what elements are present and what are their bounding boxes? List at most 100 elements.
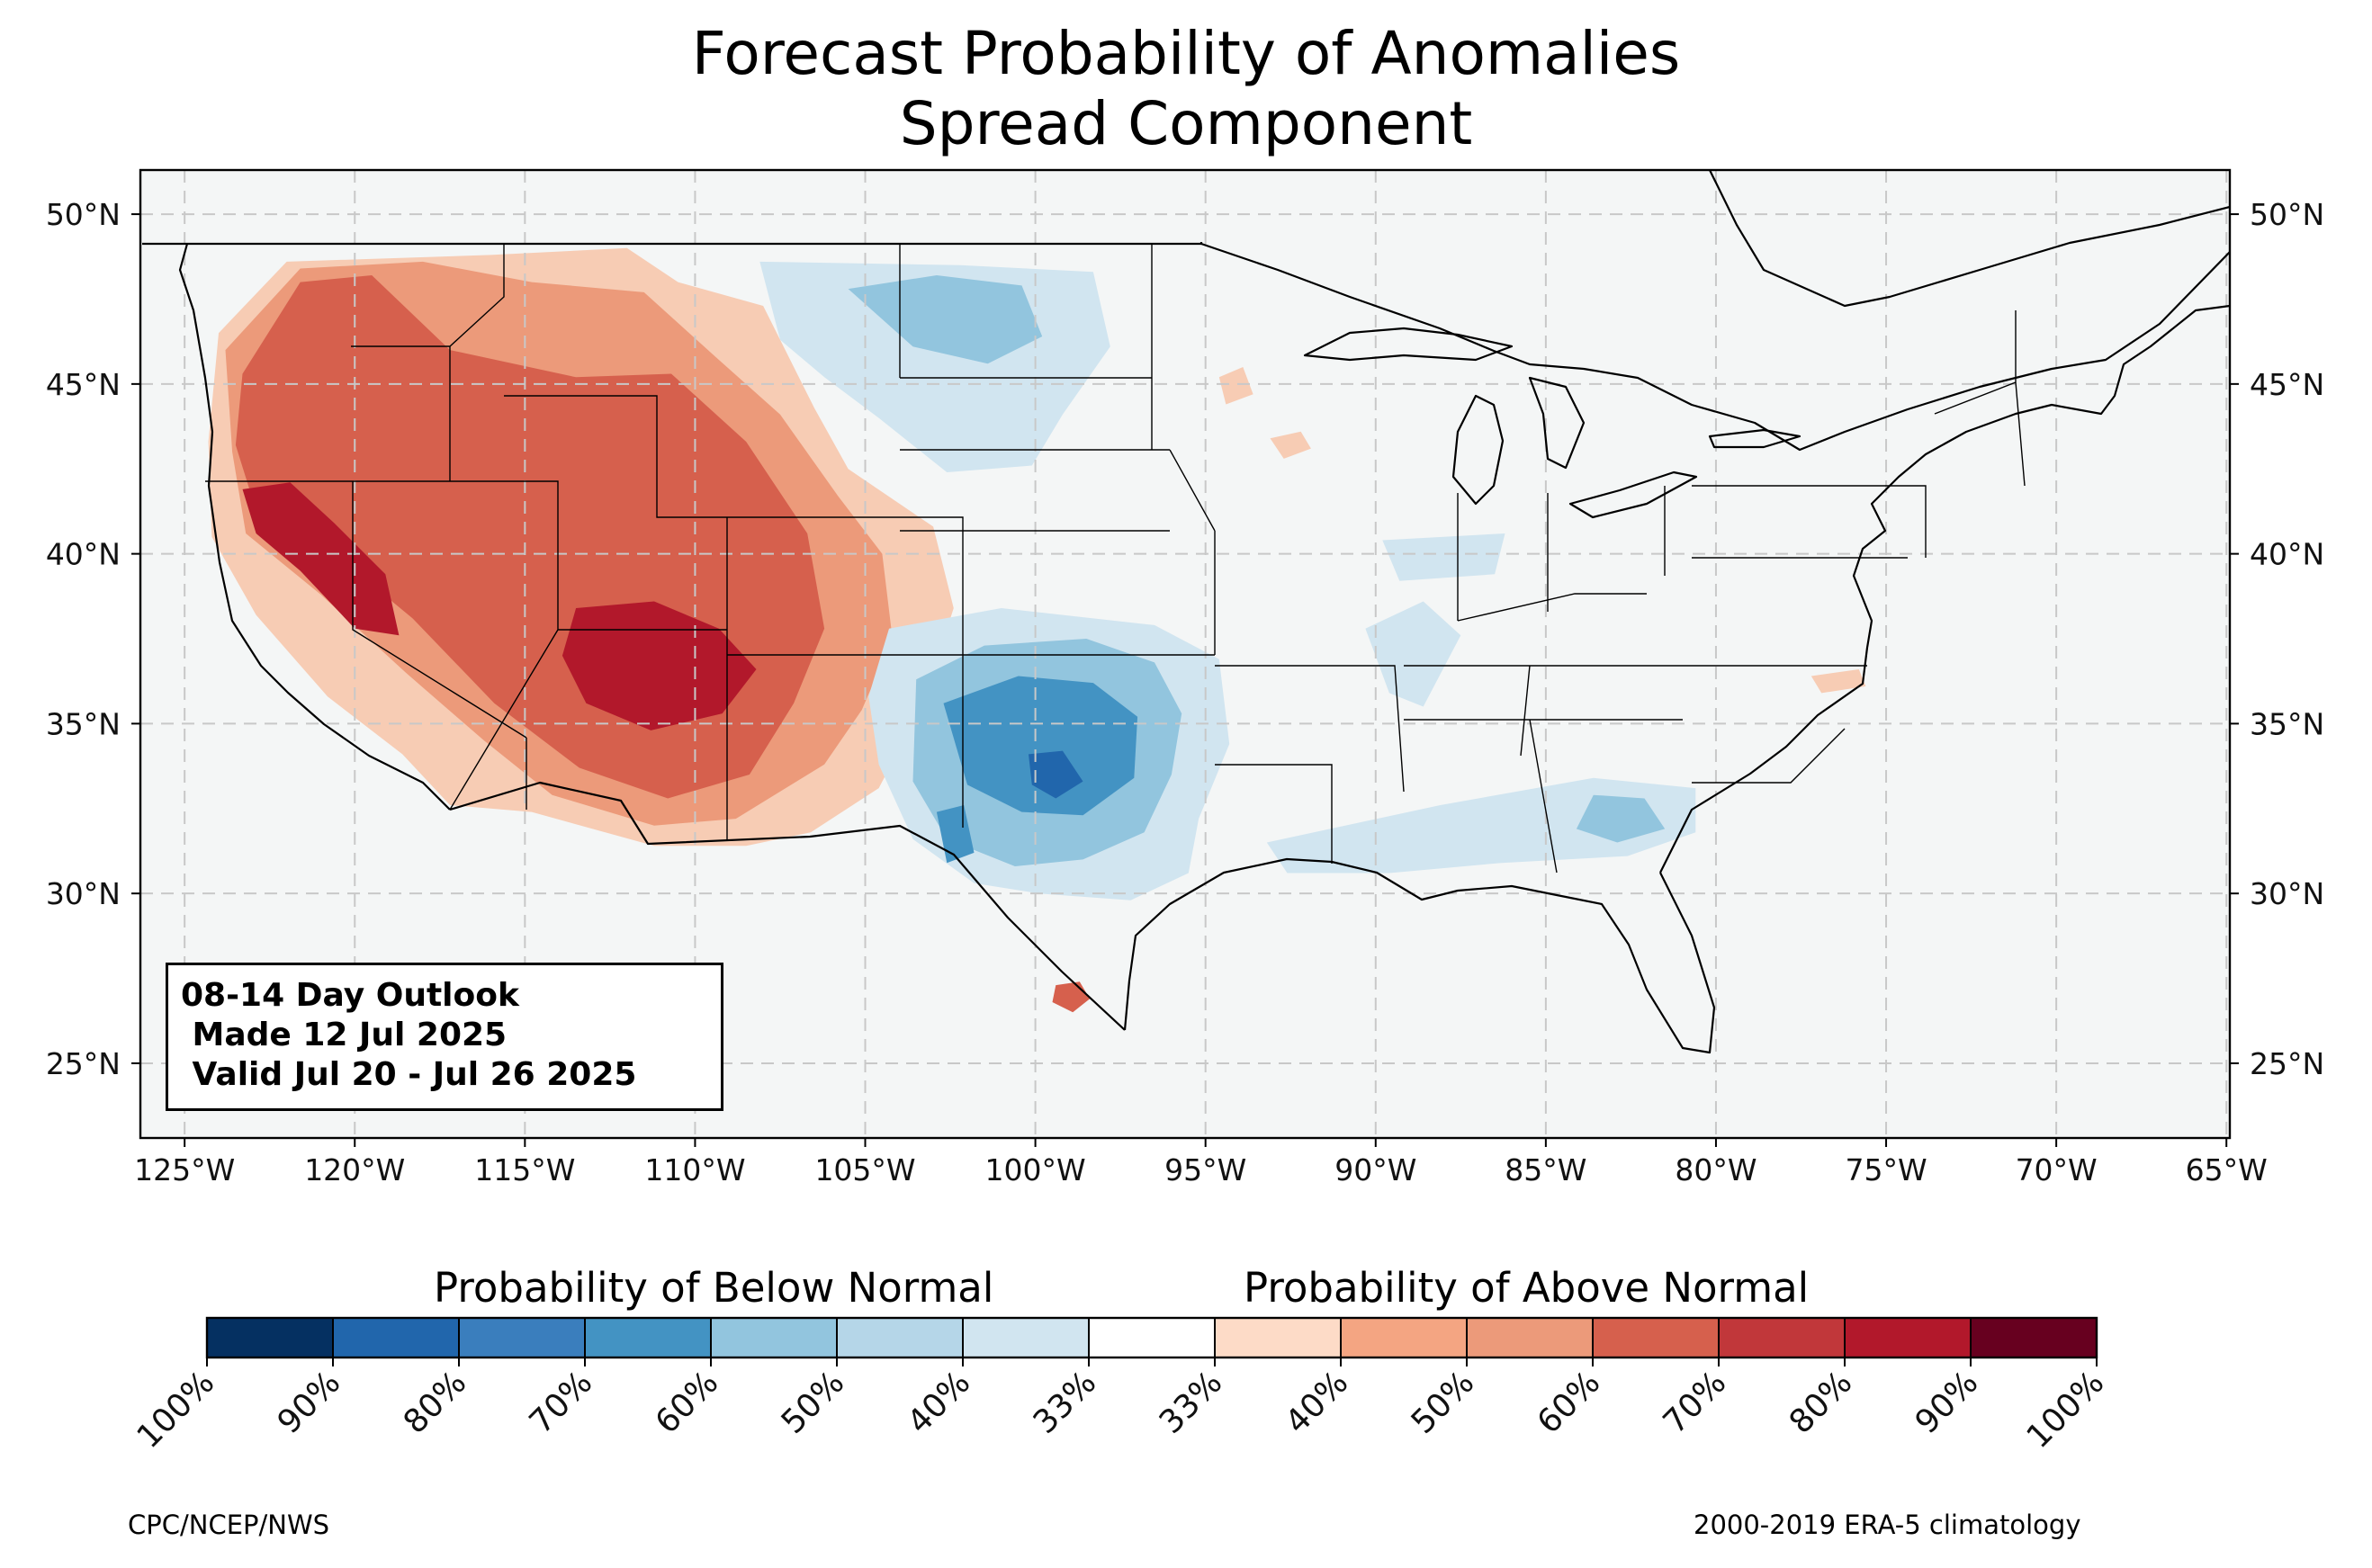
- colorbar-tick-label: 60%: [1531, 1364, 1608, 1441]
- lon-tick-label: 110°W: [644, 1152, 745, 1187]
- east-coast: [1659, 304, 2230, 874]
- lon-tick-label: 65°W: [2186, 1152, 2268, 1187]
- colorbar-tick-label: 33%: [1153, 1364, 1230, 1441]
- outlook-made-date: Made 12 Jul 2025: [181, 1017, 508, 1053]
- colorbar-cell: [1719, 1318, 1846, 1357]
- region-below-40pct-18: [1365, 601, 1461, 707]
- colorbar-tick-label: 60%: [649, 1364, 726, 1441]
- lake-huron: [1528, 376, 1586, 470]
- lat-tick-label-right: 50°N: [2250, 197, 2324, 232]
- colorbar-cell: [1971, 1318, 2098, 1357]
- colorbar-cell: [1341, 1318, 1468, 1357]
- lon-tick-label: 115°W: [474, 1152, 575, 1187]
- gulf-coast: [1123, 857, 1716, 1054]
- lat-tick-label-left: 45°N: [46, 367, 121, 402]
- lon-tick-label: 100°W: [985, 1152, 1086, 1187]
- outlook-valid-range: Valid Jul 20 - Jul 26 2025: [181, 1056, 637, 1093]
- colorbar-tick-label: 100%: [130, 1364, 222, 1456]
- colorbar-tick-label: 80%: [397, 1364, 474, 1441]
- colorbar-cell: [837, 1318, 964, 1357]
- region-below-40pct-19: [1382, 533, 1505, 581]
- colorbar-tick-label: 90%: [271, 1364, 348, 1441]
- footer-credit: CPC/NCEP/NWS: [128, 1510, 330, 1540]
- lake-superior: [1303, 327, 1514, 362]
- colorbar-cell: [1089, 1318, 1216, 1357]
- lon-tick-label: 95°W: [1164, 1152, 1246, 1187]
- colorbar-tick-label: 70%: [1657, 1364, 1734, 1441]
- lon-tick-label: 120°W: [304, 1152, 405, 1187]
- lon-tick-label: 75°W: [1845, 1152, 1927, 1187]
- region-above-40pct-6: [1270, 431, 1311, 459]
- graticule: [140, 170, 2230, 1138]
- great-lakes-border: [1200, 242, 2230, 452]
- colorbar-below-label: Probability of Below Normal: [434, 1264, 994, 1312]
- colorbar-tick-label: 100%: [2020, 1364, 2112, 1456]
- probability-contours: [208, 247, 1866, 1013]
- region-below-60pct-11: [943, 676, 1138, 816]
- colorbar-cell: [1593, 1318, 1720, 1357]
- lat-tick-label-left: 50°N: [46, 197, 121, 232]
- region-below-70pct-13: [1029, 750, 1083, 799]
- figure-title-line2: Spread Component: [899, 89, 1473, 158]
- region-above-70pct-3: [242, 482, 400, 636]
- colorbar-cell: [963, 1318, 1090, 1357]
- colorbar-tick-label: 70%: [523, 1364, 600, 1441]
- colorbar-cells: [207, 1318, 2098, 1357]
- lon-tick-label: 90°W: [1334, 1152, 1416, 1187]
- colorbar-cell: [1215, 1318, 1342, 1357]
- region-below-50pct-17: [1576, 794, 1666, 843]
- colorbar-above-label: Probability of Above Normal: [1244, 1264, 1810, 1312]
- lon-tick-label: 105°W: [814, 1152, 915, 1187]
- boundaries: [142, 170, 2230, 1054]
- lat-tick-label-left: 35°N: [46, 706, 121, 741]
- lat-tick-label-right: 45°N: [2250, 367, 2324, 402]
- colorbar-cell: [333, 1318, 460, 1357]
- footer-climatology: 2000-2019 ERA-5 climatology: [1694, 1510, 2081, 1540]
- region-above-70pct-4: [562, 601, 757, 730]
- colorbar-tick-label: 90%: [1909, 1364, 1986, 1441]
- colorbar-cell: [207, 1318, 334, 1357]
- lat-tick-label-left: 40°N: [46, 537, 121, 572]
- lat-tick-label-right: 25°N: [2250, 1046, 2324, 1081]
- west-coast: [178, 243, 451, 811]
- canada-coast: [1709, 170, 2230, 308]
- colorbar-tick-label: 50%: [1405, 1364, 1482, 1441]
- lon-tick-label: 70°W: [2016, 1152, 2098, 1187]
- axis-ticks: 125°W 120°W 115°W 110°W 105°W 100°W 95°W 90°W 85…: [46, 197, 2324, 1187]
- region-above-40pct-8: [1810, 669, 1866, 694]
- figure-title-line1: Forecast Probability of Anomalies: [691, 19, 1681, 88]
- colorbar-cell: [459, 1318, 586, 1357]
- lake-erie: [1568, 470, 1698, 519]
- lon-tick-label: 125°W: [134, 1152, 235, 1187]
- lake-ontario: [1708, 428, 1801, 449]
- lon-tick-label: 85°W: [1505, 1152, 1586, 1187]
- lat-tick-label-left: 25°N: [46, 1046, 121, 1081]
- region-below-60pct-12: [936, 805, 975, 864]
- colorbar-tick-label: 50%: [775, 1364, 852, 1441]
- colorbar-tick-label: 33%: [1027, 1364, 1104, 1441]
- lat-tick-label-right: 30°N: [2250, 876, 2324, 911]
- region-above-40pct-7: [1218, 367, 1253, 405]
- mexico-border: [449, 781, 1126, 1031]
- outlook-info-box: 08-14 Day Outlook Made 12 Jul 2025 Valid…: [166, 963, 723, 1111]
- lake-michigan: [1451, 394, 1505, 506]
- lat-tick-label-left: 30°N: [46, 876, 121, 911]
- colorbar-tick-label: 80%: [1783, 1364, 1860, 1441]
- outlook-period: 08-14 Day Outlook: [181, 977, 519, 1014]
- region-below-50pct-15: [848, 275, 1043, 364]
- state-boundaries: [205, 243, 2026, 874]
- map-frame: [139, 168, 2232, 1140]
- lat-tick-label-right: 35°N: [2250, 706, 2324, 741]
- lon-tick-label: 80°W: [1675, 1152, 1757, 1187]
- lat-tick-label-right: 40°N: [2250, 537, 2324, 572]
- colorbar-cell: [585, 1318, 712, 1357]
- colorbar-cell: [711, 1318, 838, 1357]
- region-below-40pct-16: [1266, 777, 1696, 874]
- colorbar-cell: [1467, 1318, 1594, 1357]
- colorbar-tick-label: 40%: [901, 1364, 978, 1441]
- colorbar-tick-label: 40%: [1279, 1364, 1356, 1441]
- colorbar-cell: [1845, 1318, 1972, 1357]
